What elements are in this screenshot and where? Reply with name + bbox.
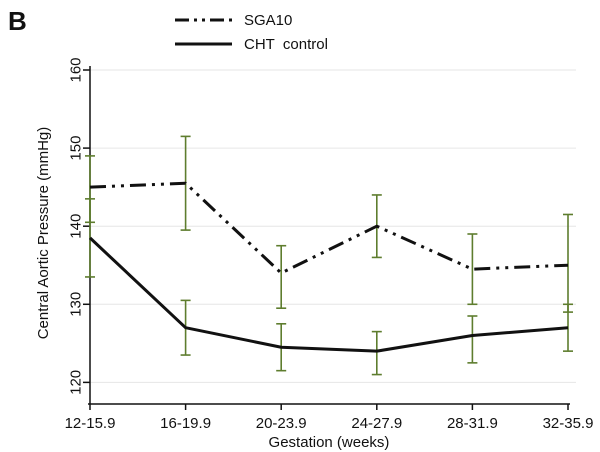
x-tick-label-32-35.9: 32-35.9 [543, 415, 594, 432]
grid-lines [90, 69, 576, 383]
legend-label-cht-control: CHT control [244, 36, 328, 53]
x-axis-title: Gestation (weeks) [269, 434, 390, 451]
x-tick-label-16-19.9: 16-19.9 [160, 415, 211, 432]
x-tick-label-24-27.9: 24-27.9 [351, 415, 402, 432]
x-tick-label-28-31.9: 28-31.9 [447, 415, 498, 432]
y-tick-label-120: 120 [67, 370, 84, 395]
y-tick-label-150: 150 [67, 136, 84, 161]
y-tick-label-140: 140 [67, 214, 84, 239]
panel-label: B [8, 6, 27, 36]
legend-label-sga10: SGA10 [244, 12, 292, 29]
axes [83, 66, 570, 410]
tick-labels: 120 130 140 150 160 12-15.9 16-19.9 20-23.9 24-2… [65, 57, 594, 432]
legend: SGA10 CHT control [175, 12, 328, 53]
x-tick-label-12-15.9: 12-15.9 [65, 415, 116, 432]
y-tick-label-160: 160 [67, 57, 84, 82]
series-line-sga10 [89, 181, 569, 275]
x-tick-label-20-23.9: 20-23.9 [256, 415, 307, 432]
y-axis-title: Central Aortic Pressure (mmHg) [35, 127, 52, 340]
error-bars [85, 135, 573, 376]
y-tick-label-130: 130 [67, 292, 84, 317]
series-lines [88, 181, 569, 353]
series-line-cht-control [88, 236, 569, 353]
